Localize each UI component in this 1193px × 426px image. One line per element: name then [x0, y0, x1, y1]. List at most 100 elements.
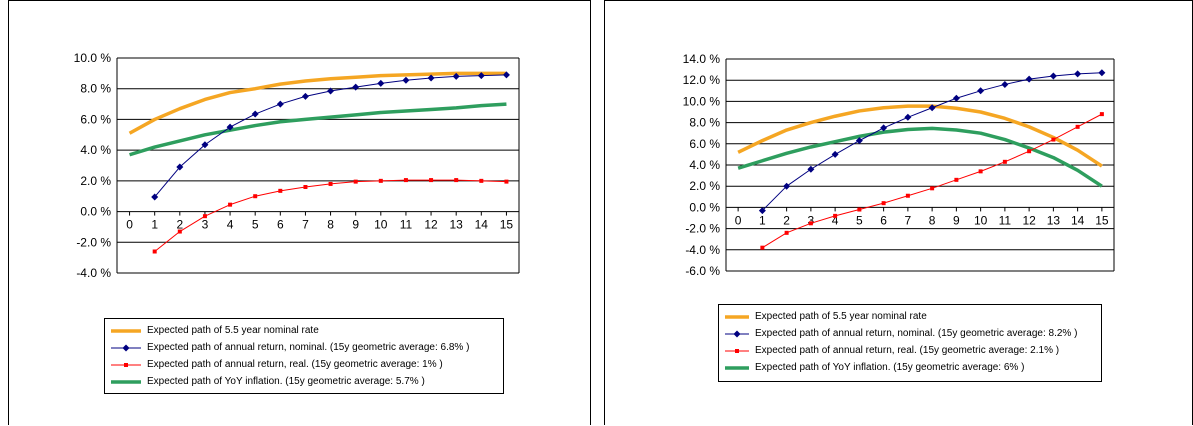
x-tick-label: 11	[999, 213, 1012, 227]
legend-label: Expected path of annual return, nominal.…	[755, 328, 1078, 339]
data-point-annual-return-nominal	[977, 87, 985, 95]
x-tick-label: 6	[880, 213, 887, 227]
x-tick-label: 0	[735, 213, 742, 227]
legend-label: Expected path of YoY inflation. (15y geo…	[147, 376, 425, 387]
x-tick-label: 2	[783, 213, 790, 227]
y-tick-label: 0.0 %	[689, 200, 720, 214]
x-tick-label: 5	[252, 218, 259, 232]
data-point-annual-return-nominal	[402, 76, 410, 84]
data-point-annual-return-real	[454, 178, 459, 183]
data-point-annual-return-nominal	[1025, 75, 1033, 83]
legend-swatch-nominal-rate	[111, 329, 141, 333]
data-point-annual-return-real	[905, 193, 910, 198]
data-point-annual-return-nominal	[201, 141, 209, 149]
x-tick-label: 14	[475, 218, 489, 232]
legend-item-annual-return-nominal: Expected path of annual return, nominal.…	[105, 340, 503, 356]
data-point-annual-return-real	[930, 186, 935, 191]
y-tick-label: 10.0 %	[74, 51, 112, 65]
y-tick-label: -2.0 %	[685, 222, 720, 236]
legend-item-annual-return-real: Expected path of annual return, real. (1…	[105, 357, 503, 373]
data-point-annual-return-real	[1075, 124, 1080, 129]
data-point-annual-return-real	[303, 185, 308, 189]
legend-item-nominal-rate: Expected path of 5.5 year nominal rate	[105, 323, 503, 339]
y-tick-label: 4.0 %	[689, 158, 720, 172]
legend-swatch-yoy-inflation	[725, 366, 749, 370]
data-point-annual-return-nominal	[276, 100, 284, 108]
data-point-annual-return-real	[152, 249, 157, 254]
data-point-annual-return-nominal	[452, 72, 460, 80]
x-tick-label: 0	[126, 218, 133, 232]
data-point-annual-return-real	[833, 213, 838, 218]
legend-swatch-annual-return-nominal	[111, 344, 141, 352]
data-point-annual-return-nominal	[327, 87, 335, 95]
x-tick-label: 4	[227, 218, 234, 232]
legend-swatch-yoy-inflation	[111, 380, 141, 384]
x-tick-label: 2	[176, 218, 183, 232]
data-point-annual-return-real	[954, 177, 959, 182]
data-point-annual-return-real	[808, 221, 813, 226]
y-tick-label: -2.0 %	[76, 235, 111, 249]
data-point-annual-return-real	[978, 169, 983, 174]
data-point-annual-return-nominal	[226, 123, 234, 131]
y-tick-label: -4.0 %	[685, 243, 720, 257]
data-point-annual-return-real	[479, 178, 484, 183]
data-point-annual-return-real	[228, 202, 233, 207]
x-tick-label: 1	[759, 213, 766, 227]
x-tick-label: 10	[374, 218, 388, 232]
x-tick-label: 7	[302, 218, 309, 232]
y-tick-label: 6.0 %	[689, 137, 720, 151]
data-point-annual-return-nominal	[427, 74, 435, 82]
data-point-annual-return-real	[353, 179, 358, 184]
data-point-annual-return-nominal	[783, 182, 791, 190]
y-tick-label: 2.0 %	[689, 179, 720, 193]
x-tick-label: 10	[974, 213, 988, 227]
x-tick-label: 9	[352, 218, 359, 232]
data-point-annual-return-real	[378, 178, 383, 183]
x-tick-label: 13	[1047, 213, 1061, 227]
data-point-annual-return-nominal	[1098, 69, 1106, 77]
x-tick-label: 11	[400, 218, 413, 232]
y-tick-label: -6.0 %	[685, 264, 720, 278]
x-tick-label: 15	[500, 218, 514, 232]
legend-left: Expected path of 5.5 year nominal rate Ex…	[104, 318, 504, 394]
data-point-annual-return-nominal	[880, 124, 888, 132]
data-point-annual-return-nominal	[502, 71, 510, 79]
data-point-annual-return-nominal	[377, 79, 385, 87]
legend-item-annual-return-real: Expected path of annual return, real. (1…	[719, 343, 1101, 359]
data-point-annual-return-nominal	[904, 113, 912, 121]
data-point-annual-return-nominal	[176, 163, 184, 171]
legend-item-yoy-inflation: Expected path of YoY inflation. (15y geo…	[105, 374, 503, 390]
data-point-annual-return-real	[1002, 159, 1007, 164]
data-point-annual-return-real	[1099, 112, 1104, 117]
data-point-annual-return-real	[278, 188, 283, 193]
x-tick-label: 13	[450, 218, 464, 232]
data-point-annual-return-nominal	[952, 94, 960, 102]
y-tick-label: -4.0 %	[76, 266, 111, 280]
y-tick-label: 14.0 %	[683, 52, 721, 66]
data-point-annual-return-nominal	[1001, 80, 1009, 88]
series-line-yoy-inflation	[129, 102, 507, 157]
chart-panel-left: -4.0 % -2.0 % 0.0 % 2.0 % 4.0 % 6.0 % 8.0 % 10.…	[8, 0, 591, 425]
y-tick-label: 6.0 %	[80, 112, 111, 126]
y-tick-label: 8.0 %	[80, 82, 111, 96]
data-point-annual-return-real	[1051, 137, 1056, 142]
data-point-annual-return-nominal	[1049, 72, 1057, 80]
data-point-annual-return-real	[1027, 149, 1032, 154]
legend-label: Expected path of annual return, real. (1…	[147, 359, 443, 370]
legend-swatch-nominal-rate	[725, 315, 749, 319]
data-point-annual-return-nominal	[831, 150, 839, 158]
y-tick-label: 12.0 %	[683, 73, 721, 87]
legend-right: Expected path of 5.5 year nominal rate Ex…	[718, 304, 1102, 382]
x-tick-label: 7	[905, 213, 912, 227]
x-tick-label: 8	[929, 213, 936, 227]
data-point-annual-return-real	[784, 230, 789, 235]
y-tick-label: 8.0 %	[689, 116, 720, 130]
x-tick-label: 5	[856, 213, 863, 227]
x-tick-label: 6	[277, 218, 284, 232]
x-tick-label: 3	[808, 213, 815, 227]
series-line-annual-return-real	[154, 179, 507, 252]
x-tick-label: 12	[1022, 213, 1036, 227]
data-point-annual-return-nominal	[477, 72, 485, 80]
chart-panel-right: -6.0 % -4.0 % -2.0 % 0.0 % 2.0 % 4.0 % 6.0 % 8.…	[604, 0, 1193, 425]
series-line-nominal-rate	[737, 104, 1103, 168]
